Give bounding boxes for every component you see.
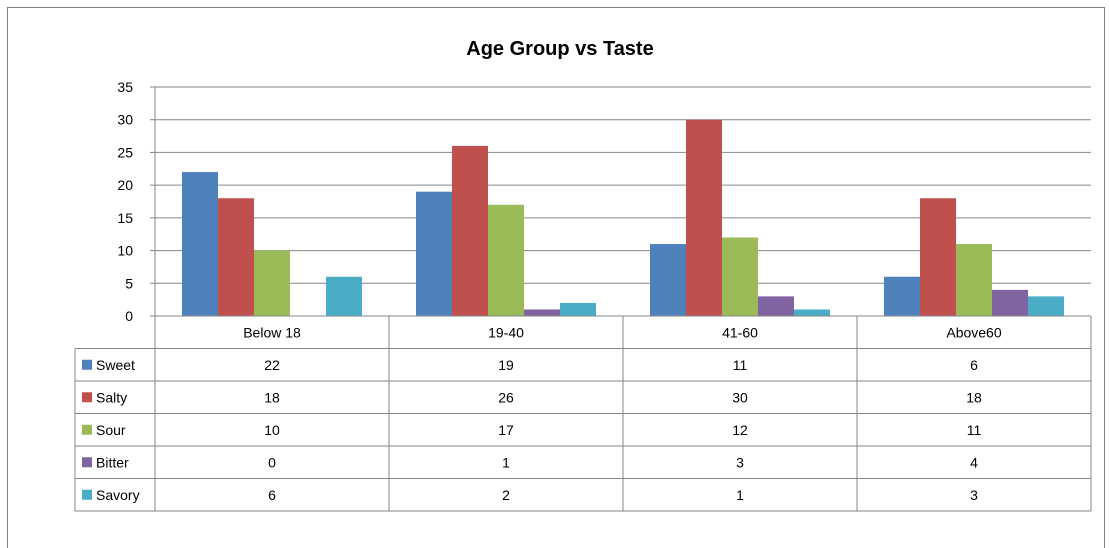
legend-label: Savory xyxy=(96,487,140,503)
data-label: 12 xyxy=(732,422,748,438)
bar-sweet-2 xyxy=(416,191,452,316)
data-label: 0 xyxy=(268,454,276,470)
y-tick-label: 0 xyxy=(125,308,133,324)
bar-savory-2 xyxy=(560,302,596,316)
legend-key-savory xyxy=(82,489,92,500)
data-label: 6 xyxy=(268,487,276,503)
bar-bitter-2 xyxy=(524,309,560,316)
bar-savory-3 xyxy=(794,309,830,316)
x-tick-label: Below 18 xyxy=(243,324,301,340)
y-tick-label: 25 xyxy=(117,144,133,160)
data-label: 22 xyxy=(264,357,280,373)
y-tick-label: 20 xyxy=(117,177,133,193)
data-label: 18 xyxy=(264,389,280,405)
data-label: 1 xyxy=(502,454,510,470)
x-tick-label: Above60 xyxy=(946,324,1001,340)
y-tick-label: 30 xyxy=(117,112,133,128)
bar-salty-1 xyxy=(218,198,254,316)
x-tick-label: 41-60 xyxy=(722,324,758,340)
data-label: 18 xyxy=(966,389,982,405)
y-tick-label: 10 xyxy=(117,243,133,259)
bar-sour-2 xyxy=(488,204,524,316)
data-label: 19 xyxy=(498,357,514,373)
bar-salty-2 xyxy=(452,145,488,316)
legend-label: Sweet xyxy=(96,357,135,373)
bar-bitter-4 xyxy=(992,289,1028,316)
chart-title: Age Group vs Taste xyxy=(466,38,653,60)
y-tick-label: 35 xyxy=(117,79,133,95)
data-label: 11 xyxy=(967,422,982,438)
y-tick-label: 15 xyxy=(117,210,133,226)
x-tick-label: 19-40 xyxy=(488,324,524,340)
legend-key-sweet xyxy=(82,359,92,370)
bar-bitter-3 xyxy=(758,296,794,316)
data-label: 2 xyxy=(502,487,510,503)
bar-sweet-1 xyxy=(182,172,218,316)
legend-key-salty xyxy=(82,392,92,403)
data-label: 3 xyxy=(736,454,744,470)
bar-sour-1 xyxy=(254,250,290,316)
data-label: 30 xyxy=(732,389,748,405)
bar-sour-4 xyxy=(956,244,992,316)
data-label: 3 xyxy=(970,487,978,503)
legend-label: Salty xyxy=(96,389,127,405)
bar-sour-3 xyxy=(722,237,758,316)
data-label: 6 xyxy=(970,357,978,373)
data-label: 10 xyxy=(264,422,280,438)
bar-sweet-3 xyxy=(650,244,686,316)
bar-salty-4 xyxy=(920,198,956,316)
data-label: 17 xyxy=(498,422,514,438)
legend-key-bitter xyxy=(82,457,92,468)
bar-savory-4 xyxy=(1028,296,1064,316)
bar-salty-3 xyxy=(686,119,722,316)
data-label: 4 xyxy=(970,454,978,470)
legend-label: Sour xyxy=(96,422,126,438)
bar-sweet-4 xyxy=(884,276,920,316)
data-label: 1 xyxy=(736,487,744,503)
legend-label: Bitter xyxy=(96,454,129,470)
y-tick-label: 5 xyxy=(125,275,133,291)
bar-savory-1 xyxy=(326,276,362,316)
data-label: 11 xyxy=(733,357,748,373)
data-label: 26 xyxy=(498,389,514,405)
chart-frame xyxy=(7,7,1105,548)
legend-key-sour xyxy=(82,424,92,435)
